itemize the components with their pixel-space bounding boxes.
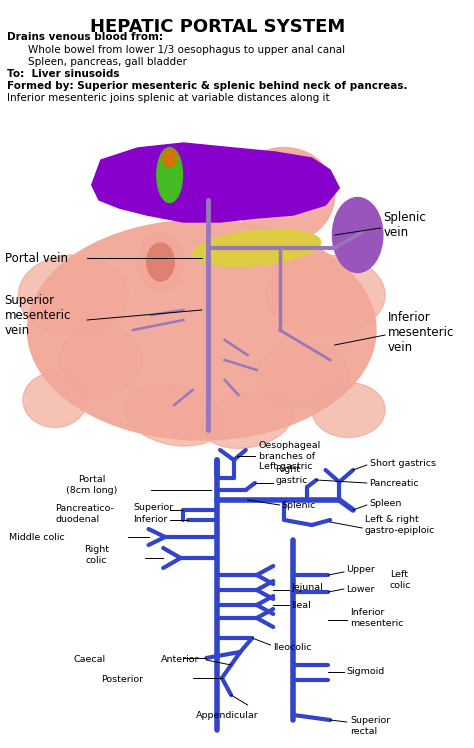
Text: Spleen: Spleen — [370, 498, 402, 507]
Ellipse shape — [18, 255, 128, 335]
Text: Middle colic: Middle colic — [9, 533, 65, 542]
Text: Posterior: Posterior — [101, 675, 143, 684]
Text: Pancreatic: Pancreatic — [370, 479, 419, 488]
Text: Lower: Lower — [346, 584, 375, 593]
Text: Pancreatico-
duodenal: Pancreatico- duodenal — [55, 504, 114, 524]
Text: To:  Liver sinusoids: To: Liver sinusoids — [7, 69, 120, 79]
Text: Appendicular: Appendicular — [196, 711, 259, 720]
Text: Superior
mesenteric
vein: Superior mesenteric vein — [5, 293, 71, 337]
Text: Superior: Superior — [133, 503, 173, 512]
Polygon shape — [91, 143, 339, 222]
Ellipse shape — [137, 232, 183, 292]
Text: Ileal: Ileal — [292, 601, 311, 610]
Text: Splenic: Splenic — [282, 500, 316, 509]
Text: Inferior
mesenteric: Inferior mesenteric — [350, 608, 404, 628]
Text: Portal
(8cm long): Portal (8cm long) — [66, 475, 118, 494]
Text: Short gastrics: Short gastrics — [370, 459, 436, 468]
Text: Ileocolic: Ileocolic — [273, 643, 312, 652]
Ellipse shape — [257, 343, 348, 408]
Ellipse shape — [162, 149, 177, 167]
Text: Right
colic: Right colic — [84, 545, 109, 565]
Text: HEPATIC PORTAL SYSTEM: HEPATIC PORTAL SYSTEM — [90, 18, 345, 36]
Ellipse shape — [124, 384, 224, 446]
Text: Inferior mesenteric joins splenic at variable distances along it: Inferior mesenteric joins splenic at var… — [7, 93, 330, 103]
Text: Spleen, pancreas, gall bladder: Spleen, pancreas, gall bladder — [27, 57, 186, 67]
Text: Sigmoid: Sigmoid — [346, 667, 385, 676]
Text: Oesophageal
branches of
Left gastric: Oesophageal branches of Left gastric — [259, 441, 321, 471]
Text: Right
gastric: Right gastric — [275, 465, 308, 485]
Ellipse shape — [60, 325, 142, 395]
Ellipse shape — [147, 243, 174, 281]
Text: Whole bowel from lower 1/3 oesophagus to upper anal canal: Whole bowel from lower 1/3 oesophagus to… — [27, 45, 345, 55]
Ellipse shape — [23, 373, 87, 428]
Text: Splenic
vein: Splenic vein — [383, 211, 426, 239]
Ellipse shape — [266, 255, 385, 335]
Text: Inferior
mesenteric
vein: Inferior mesenteric vein — [388, 310, 454, 354]
Text: Inferior: Inferior — [133, 515, 167, 524]
Ellipse shape — [27, 220, 376, 440]
Text: Caecal: Caecal — [73, 655, 106, 664]
Ellipse shape — [193, 230, 321, 266]
Text: Superior
rectal: Superior rectal — [350, 717, 391, 736]
Ellipse shape — [312, 382, 385, 438]
Text: Upper: Upper — [346, 565, 375, 574]
Text: Portal vein: Portal vein — [5, 251, 68, 265]
Ellipse shape — [157, 147, 182, 203]
Text: Drains venous blood from:: Drains venous blood from: — [7, 32, 164, 42]
Text: Anterior: Anterior — [161, 655, 199, 664]
Text: Left & right
gastro-epiploic: Left & right gastro-epiploic — [365, 515, 435, 535]
Text: Left
colic: Left colic — [390, 570, 411, 589]
Ellipse shape — [234, 147, 335, 242]
Text: Jejunal: Jejunal — [292, 583, 323, 592]
Ellipse shape — [332, 197, 383, 272]
Text: Formed by: Superior mesenteric & splenic behind neck of pancreas.: Formed by: Superior mesenteric & splenic… — [7, 81, 408, 91]
Ellipse shape — [202, 391, 293, 449]
